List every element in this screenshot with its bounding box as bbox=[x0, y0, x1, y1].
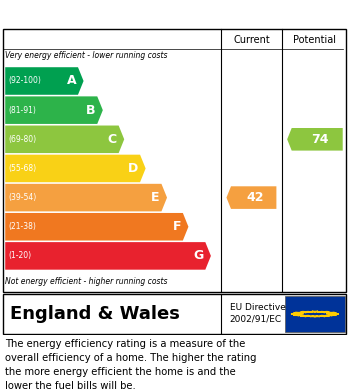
Text: D: D bbox=[128, 162, 138, 175]
Text: (69-80): (69-80) bbox=[8, 135, 36, 144]
Text: EU Directive
2002/91/EC: EU Directive 2002/91/EC bbox=[230, 303, 286, 323]
Text: (1-20): (1-20) bbox=[8, 251, 31, 260]
Text: Not energy efficient - higher running costs: Not energy efficient - higher running co… bbox=[5, 276, 168, 285]
Text: Current: Current bbox=[233, 35, 270, 45]
Text: G: G bbox=[193, 249, 204, 262]
Text: England & Wales: England & Wales bbox=[10, 305, 180, 323]
Polygon shape bbox=[329, 314, 339, 315]
Text: F: F bbox=[173, 220, 181, 233]
Text: (92-100): (92-100) bbox=[8, 77, 41, 86]
Text: A: A bbox=[66, 75, 76, 88]
Polygon shape bbox=[319, 316, 330, 317]
Polygon shape bbox=[291, 314, 301, 315]
Text: B: B bbox=[86, 104, 95, 117]
Text: Potential: Potential bbox=[293, 35, 337, 45]
Polygon shape bbox=[227, 186, 276, 209]
Polygon shape bbox=[293, 312, 303, 314]
Bar bbox=[285, 296, 345, 332]
Polygon shape bbox=[319, 312, 330, 313]
Polygon shape bbox=[310, 316, 320, 317]
Polygon shape bbox=[310, 311, 320, 312]
Polygon shape bbox=[287, 128, 343, 151]
Polygon shape bbox=[300, 312, 310, 313]
Text: (81-91): (81-91) bbox=[8, 106, 36, 115]
Polygon shape bbox=[5, 184, 167, 212]
Polygon shape bbox=[5, 126, 124, 153]
Text: (55-68): (55-68) bbox=[8, 164, 36, 173]
Polygon shape bbox=[5, 213, 188, 240]
Polygon shape bbox=[326, 312, 337, 314]
Text: 42: 42 bbox=[247, 191, 264, 204]
Polygon shape bbox=[5, 155, 145, 182]
Polygon shape bbox=[5, 96, 103, 124]
Text: 74: 74 bbox=[311, 133, 328, 146]
Text: C: C bbox=[108, 133, 117, 146]
Polygon shape bbox=[5, 67, 84, 95]
Text: (39-54): (39-54) bbox=[8, 193, 36, 202]
Text: Very energy efficient - lower running costs: Very energy efficient - lower running co… bbox=[5, 51, 168, 60]
Polygon shape bbox=[326, 315, 337, 316]
Text: E: E bbox=[151, 191, 160, 204]
Text: Energy Efficiency Rating: Energy Efficiency Rating bbox=[9, 7, 219, 22]
Polygon shape bbox=[293, 315, 303, 316]
Polygon shape bbox=[300, 316, 310, 317]
Text: (21-38): (21-38) bbox=[8, 222, 36, 231]
Polygon shape bbox=[5, 242, 211, 270]
Text: The energy efficiency rating is a measure of the
overall efficiency of a home. T: The energy efficiency rating is a measur… bbox=[5, 339, 257, 391]
